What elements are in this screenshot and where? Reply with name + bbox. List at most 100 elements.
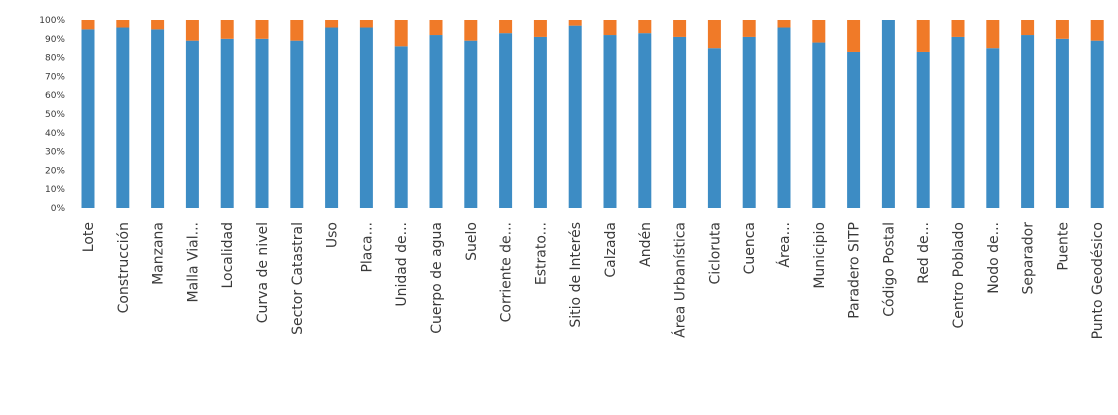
bar-segment-primary — [464, 41, 477, 208]
bar-segment-primary — [256, 39, 269, 208]
x-tick-label: Área Urbanística — [672, 222, 689, 338]
x-tick-label: Punto Geodésico — [1090, 222, 1106, 339]
bar-segment-secondary — [221, 20, 234, 39]
y-tick-label: 50% — [45, 110, 65, 120]
x-tick-label: Calzada — [603, 222, 619, 278]
x-tick-label: Curva de nivel — [255, 222, 271, 323]
bar-segment-secondary — [917, 20, 930, 52]
bar-segment-primary — [499, 33, 512, 208]
x-tick-label: Placa... — [359, 222, 375, 273]
bar-segment-secondary — [395, 20, 408, 46]
x-tick-label: Estrato... — [533, 222, 549, 285]
x-tick-label: Lote — [81, 222, 97, 252]
x-tick-label: Municipio — [812, 222, 828, 289]
x-tick-label: Manzana — [151, 222, 167, 285]
bar-segment-primary — [1091, 41, 1104, 208]
y-tick-label: 80% — [45, 54, 65, 64]
bar-segment-primary — [778, 28, 791, 208]
bar-segment-primary — [673, 37, 686, 208]
bar-segment-primary — [917, 52, 930, 208]
bar-segment-secondary — [116, 20, 129, 28]
bar-segment-primary — [430, 35, 443, 208]
bar-segment-primary — [116, 28, 129, 208]
bar-segment-primary — [534, 37, 547, 208]
x-tick-label: Puente — [1055, 222, 1071, 271]
bar-segment-secondary — [638, 20, 651, 33]
bar-segment-secondary — [1091, 20, 1104, 41]
bar-segment-primary — [1021, 35, 1034, 208]
bar-segment-primary — [952, 37, 965, 208]
bar-segment-secondary — [952, 20, 965, 37]
bar-segment-secondary — [534, 20, 547, 37]
x-tick-label: Uso — [325, 222, 341, 248]
y-tick-label: 90% — [45, 35, 65, 45]
bar-segment-primary — [290, 41, 303, 208]
y-tick-label: 40% — [45, 129, 65, 139]
x-tick-label: Red de... — [916, 222, 932, 284]
bar-segment-primary — [82, 29, 95, 208]
bar-segment-secondary — [325, 20, 338, 28]
bar-segment-primary — [186, 41, 199, 208]
x-tick-label: Sitio de Interés — [568, 222, 584, 328]
bar-segment-secondary — [604, 20, 617, 35]
y-tick-label: 70% — [45, 72, 65, 82]
bar-segment-secondary — [569, 20, 582, 26]
bar-segment-secondary — [290, 20, 303, 41]
bar-segment-primary — [812, 43, 825, 208]
y-axis: 0% 10% 20% 30% 40% 50% 60% 70% 80% 90% 100% — [39, 16, 65, 214]
bar-segment-secondary — [1021, 20, 1034, 35]
x-tick-label: Corriente de... — [499, 222, 515, 322]
x-tick-label: Centro Poblado — [951, 222, 967, 329]
bar-segment-secondary — [256, 20, 269, 39]
x-tick-label: Unidad de... — [394, 222, 410, 307]
bar-segment-primary — [569, 26, 582, 208]
y-tick-label: 0% — [51, 204, 66, 214]
bar-segment-secondary — [847, 20, 860, 52]
x-tick-label: Sector Catastral — [290, 222, 306, 335]
bar-segment-primary — [986, 48, 999, 208]
bar-segment-secondary — [82, 20, 95, 29]
bar-segment-primary — [395, 46, 408, 208]
x-tick-label: Cuenca — [742, 222, 758, 274]
x-tick-label: Código Postal — [881, 222, 897, 317]
bar-segment-secondary — [499, 20, 512, 33]
bar-segment-primary — [1056, 39, 1069, 208]
x-tick-label: Paradero SITP — [847, 222, 863, 319]
bar-segment-primary — [847, 52, 860, 208]
bar-segment-secondary — [743, 20, 756, 37]
x-tick-label: Separador — [1021, 222, 1037, 295]
bar-segment-secondary — [1056, 20, 1069, 39]
x-tick-label: Cicloruta — [707, 222, 723, 285]
bar-segment-primary — [221, 39, 234, 208]
y-tick-label: 10% — [45, 185, 65, 195]
bar-segment-secondary — [464, 20, 477, 41]
bar-segment-primary — [604, 35, 617, 208]
bar-segment-primary — [325, 28, 338, 208]
bar-segment-primary — [743, 37, 756, 208]
bar-segment-secondary — [778, 20, 791, 28]
bars-group — [82, 20, 1118, 208]
x-tick-label: Cuerpo de agua — [429, 222, 445, 334]
x-tick-label: Área... — [776, 222, 793, 268]
y-tick-label: 60% — [45, 91, 65, 101]
x-tick-label: Nodo de... — [986, 222, 1002, 294]
bar-segment-secondary — [151, 20, 164, 29]
bar-segment-secondary — [360, 20, 373, 28]
bar-segment-primary — [151, 29, 164, 208]
bar-segment-secondary — [430, 20, 443, 35]
x-tick-label: Malla Vial... — [185, 222, 201, 302]
x-tick-label: Andén — [638, 222, 654, 267]
bar-segment-secondary — [986, 20, 999, 48]
bar-segment-primary — [708, 48, 721, 208]
y-tick-label: 20% — [45, 166, 65, 176]
bar-segment-secondary — [708, 20, 721, 48]
bar-segment-secondary — [812, 20, 825, 43]
x-tick-label: Construcción — [116, 222, 132, 313]
bar-segment-secondary — [186, 20, 199, 41]
y-tick-label: 100% — [39, 16, 65, 26]
bar-segment-primary — [882, 20, 895, 208]
y-tick-label: 30% — [45, 148, 65, 158]
